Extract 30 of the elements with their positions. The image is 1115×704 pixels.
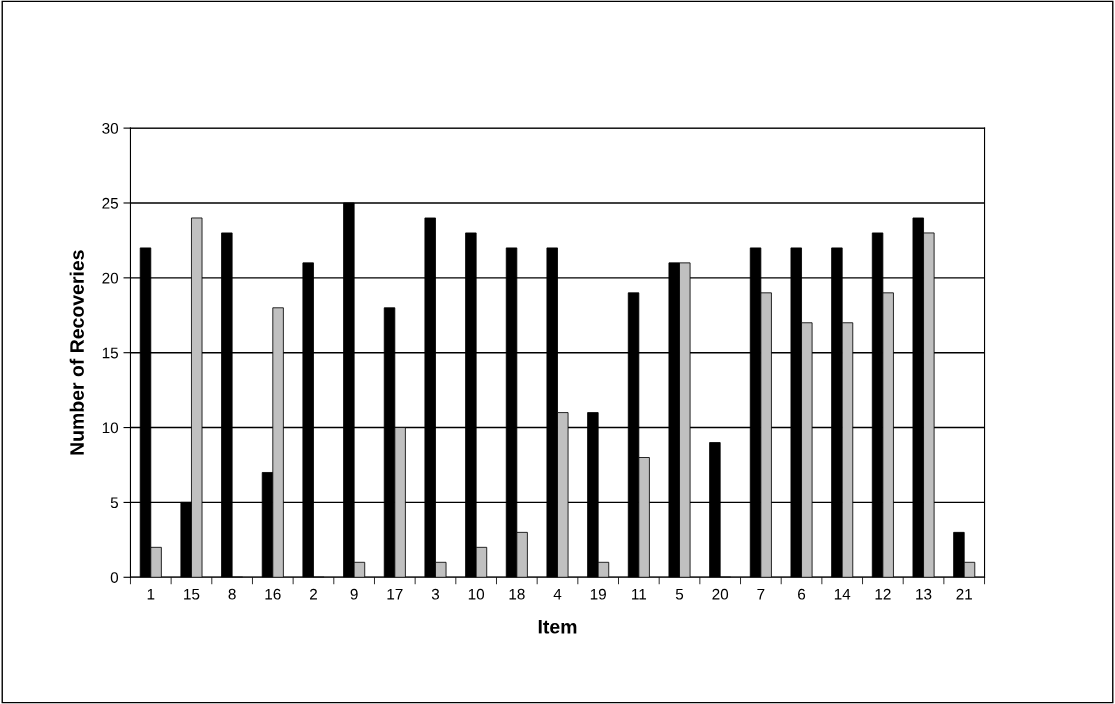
- x-tick-label: 4: [553, 588, 562, 600]
- x-tick-label: 17: [387, 588, 403, 600]
- y-tick-label: 20: [102, 272, 119, 284]
- x-tick-label: 6: [798, 588, 806, 600]
- x-tick-label: 18: [509, 588, 525, 600]
- y-tick-label: 25: [102, 197, 119, 209]
- y-axis-title: Number of Recoveries: [69, 250, 84, 455]
- y-tick-label: 15: [102, 347, 119, 359]
- x-axis-title: Item: [538, 620, 577, 634]
- x-tick-label: 7: [757, 588, 765, 600]
- x-tick-label: 11: [632, 588, 647, 600]
- x-tick-label: 10: [468, 588, 485, 600]
- x-tick-label: 14: [834, 588, 851, 600]
- x-tick-label: 1: [147, 588, 155, 600]
- x-tick-label: 21: [956, 588, 972, 600]
- x-tick-label: 19: [590, 588, 606, 600]
- x-tick-label: 20: [712, 588, 729, 600]
- x-tick-label: 13: [916, 588, 932, 600]
- y-tick-label: 5: [110, 497, 119, 509]
- x-tick-label: 9: [350, 588, 358, 600]
- x-tick-label: 3: [431, 588, 440, 600]
- y-tick-label: 10: [102, 422, 119, 434]
- x-tick-label: 8: [228, 588, 236, 600]
- x-tick-label: 16: [265, 588, 281, 600]
- y-tick-label: 0: [110, 572, 119, 583]
- x-tick-label: 5: [675, 588, 684, 600]
- x-tick-label: 15: [184, 588, 200, 600]
- x-tick-label: 2: [310, 588, 317, 600]
- y-tick-label: 30: [102, 123, 119, 134]
- x-tick-label: 12: [875, 588, 891, 600]
